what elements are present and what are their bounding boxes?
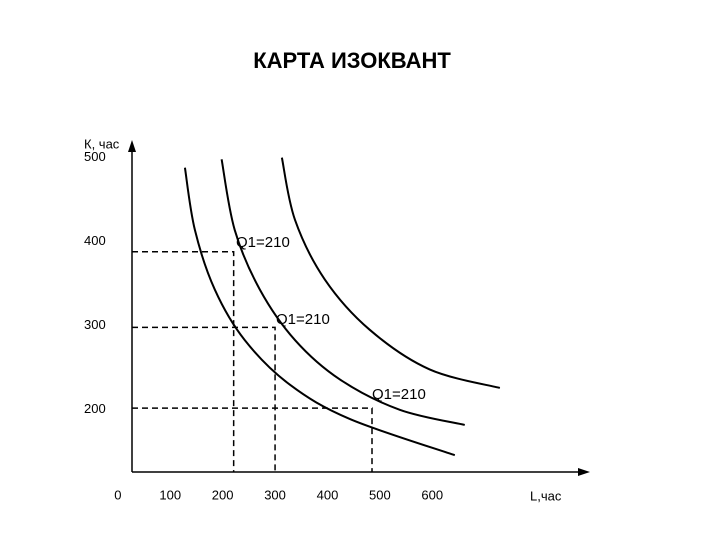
y-tick-label: 400 (84, 233, 106, 248)
x-axis-label: L,час (530, 488, 562, 503)
y-axis-label: К, час (84, 136, 120, 151)
isoquant (220, 159, 465, 426)
x-tick-label: 400 (317, 487, 339, 502)
y-arrow (128, 140, 136, 152)
x-tick-label: 300 (264, 487, 286, 502)
y-tick-label: 300 (84, 317, 106, 332)
x-tick-label: 200 (212, 487, 234, 502)
y-tick-label: 200 (84, 401, 106, 416)
x-tick-label: 600 (421, 487, 443, 502)
reference-lines (132, 326, 276, 472)
isoquant (183, 167, 456, 457)
reference-lines (132, 251, 235, 472)
isoquant (280, 157, 501, 389)
x-tick-label: 100 (159, 487, 181, 502)
x-tick-label: 0 (114, 487, 121, 502)
y-tick-label: 500 (84, 149, 106, 164)
x-arrow (578, 468, 590, 476)
curve-label: Q1=210 (372, 386, 426, 403)
curve-label: Q1=210 (276, 311, 330, 328)
x-tick-label: 500 (369, 487, 391, 502)
curve-label: Q1=210 (236, 234, 290, 251)
chart-title: КАРТА ИЗОКВАНТ (253, 48, 451, 73)
reference-lines (132, 407, 373, 472)
